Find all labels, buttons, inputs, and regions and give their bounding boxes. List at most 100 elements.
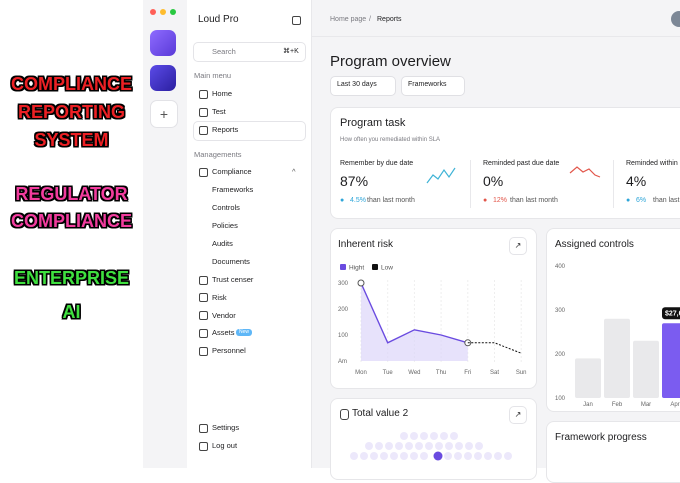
- metric-value: 4%: [626, 173, 647, 189]
- divider: [613, 160, 614, 208]
- metric-change-text: than last month: [510, 197, 558, 204]
- nav-item[interactable]: Audits: [212, 239, 233, 248]
- search-box[interactable]: [193, 42, 306, 62]
- card-title: Assigned controls: [555, 239, 634, 250]
- line: [360, 282, 468, 344]
- filter[interactable]: [401, 76, 465, 96]
- nav-item[interactable]: Reports: [212, 125, 239, 134]
- db-icon: [340, 409, 349, 420]
- x-tick-label: Sun: [516, 370, 527, 376]
- avatar[interactable]: [671, 11, 680, 27]
- section-title: Managements: [194, 150, 242, 159]
- bar: [575, 358, 601, 398]
- bar: [633, 340, 659, 398]
- sidebar: [187, 0, 312, 468]
- breadcrumb[interactable]: Home page: [330, 16, 367, 23]
- x-tick-label: Sat: [490, 370, 499, 376]
- legend-label: Low: [381, 265, 393, 272]
- nav-item[interactable]: Policies: [212, 221, 238, 230]
- nav-item[interactable]: Controls: [212, 203, 240, 212]
- nav-item[interactable]: Test: [212, 107, 226, 116]
- y-tick-label: 400: [555, 264, 566, 270]
- nav-item[interactable]: Frameworks: [212, 185, 254, 194]
- open-button[interactable]: ↗: [509, 237, 527, 255]
- workspace[interactable]: Loud Pro: [198, 14, 239, 25]
- x-tick-label: Thu: [436, 370, 446, 376]
- metric-label: Reminded past due date: [483, 160, 560, 167]
- y-tick-label: 100: [338, 333, 349, 339]
- hex-grid: [350, 432, 512, 461]
- metric-change: 12%: [493, 197, 508, 204]
- nav-item[interactable]: Home: [212, 89, 233, 98]
- nav-item[interactable]: Documents: [212, 257, 250, 266]
- add-app[interactable]: +: [150, 100, 178, 128]
- badge: New: [236, 329, 253, 336]
- collapse-icon[interactable]: [292, 16, 301, 25]
- metric-label: Remember by due date: [340, 160, 414, 167]
- promo-line: REGULATOR: [15, 184, 128, 204]
- x-tick-label: Jan: [583, 402, 593, 408]
- metric-value: 0%: [483, 173, 504, 189]
- metric-change: 4.5%: [350, 197, 366, 204]
- x-tick-label: Wed: [408, 370, 420, 376]
- promo-line: ENTERPRISE: [13, 268, 130, 288]
- badge-bg: [662, 307, 680, 320]
- divider: [311, 36, 680, 37]
- nav-item[interactable]: Trust censer: [212, 275, 254, 284]
- metric-label: Reminded within: [626, 160, 678, 167]
- nav-item[interactable]: Log out: [212, 441, 238, 450]
- framework-progress-card: [546, 421, 680, 483]
- x-tick-label: Mar: [641, 402, 651, 408]
- line-chart: Am 100 200 300 Mon Tue Wed Thu Fri Sat Sun Hight Low: [338, 264, 527, 376]
- y-tick-label: 300: [338, 281, 349, 287]
- nav-item[interactable]: Vendor: [212, 310, 236, 320]
- breadcrumb: Reports: [377, 16, 402, 23]
- divider: [470, 160, 471, 208]
- nav-item[interactable]: Risk: [212, 292, 227, 302]
- point: [357, 279, 365, 287]
- y-tick-label: 100: [555, 396, 566, 402]
- bar: [604, 318, 630, 398]
- nav-icon: [199, 275, 208, 285]
- metric-change-text: than last: [653, 197, 680, 204]
- filter[interactable]: [330, 76, 396, 96]
- y-tick-label: 300: [555, 308, 566, 314]
- nav-item[interactable]: Personnel: [212, 346, 246, 356]
- y-tick-label: 200: [338, 307, 349, 313]
- filter-label: Last 30 days: [337, 81, 377, 88]
- chevron[interactable]: ^: [292, 167, 296, 176]
- app-icon[interactable]: [150, 65, 176, 91]
- nav-item[interactable]: Settings: [212, 423, 240, 432]
- change-arrow: ●: [483, 197, 488, 204]
- open-button[interactable]: ↗: [509, 406, 527, 424]
- window-close[interactable]: [150, 9, 156, 15]
- nav-item[interactable]: Compliance: [212, 167, 252, 176]
- nav-icon: [199, 441, 208, 451]
- metric-change-text: than last month: [367, 197, 415, 204]
- card-subtitle: How often you remediated within SLA: [340, 137, 441, 143]
- card-title: Framework progress: [555, 432, 647, 443]
- breadcrumb-sep: /: [369, 16, 371, 23]
- sparkline: [569, 166, 601, 178]
- bar-chart: 400 300 200 100 Jan Feb Mar Apr $27,6: [555, 264, 680, 408]
- change-arrow: ●: [340, 197, 345, 204]
- legend-swatch: [340, 264, 346, 270]
- x-tick-label: Tue: [383, 370, 394, 376]
- badge: $27,6: [665, 311, 680, 318]
- promo-line: SYSTEM: [34, 130, 109, 150]
- section-title: Main menu: [194, 71, 232, 80]
- app-icon[interactable]: [150, 30, 176, 56]
- window-max[interactable]: [170, 9, 176, 15]
- page: COMPLIANCE REPORTING SYSTEM REGULATOR CO…: [11, 0, 680, 483]
- y-tick-label: Am: [338, 359, 347, 365]
- window-min[interactable]: [160, 9, 166, 15]
- nav-item[interactable]: Assets: [212, 328, 235, 338]
- promo-line: AI: [62, 302, 81, 322]
- nav-icon: [199, 107, 208, 117]
- legend-label: Hight: [349, 265, 364, 272]
- change-arrow: ●: [626, 197, 631, 204]
- card-title: Program task: [340, 117, 406, 129]
- point: [464, 339, 472, 347]
- metric-change: 6%: [636, 197, 647, 204]
- metric-value: 87%: [340, 173, 369, 189]
